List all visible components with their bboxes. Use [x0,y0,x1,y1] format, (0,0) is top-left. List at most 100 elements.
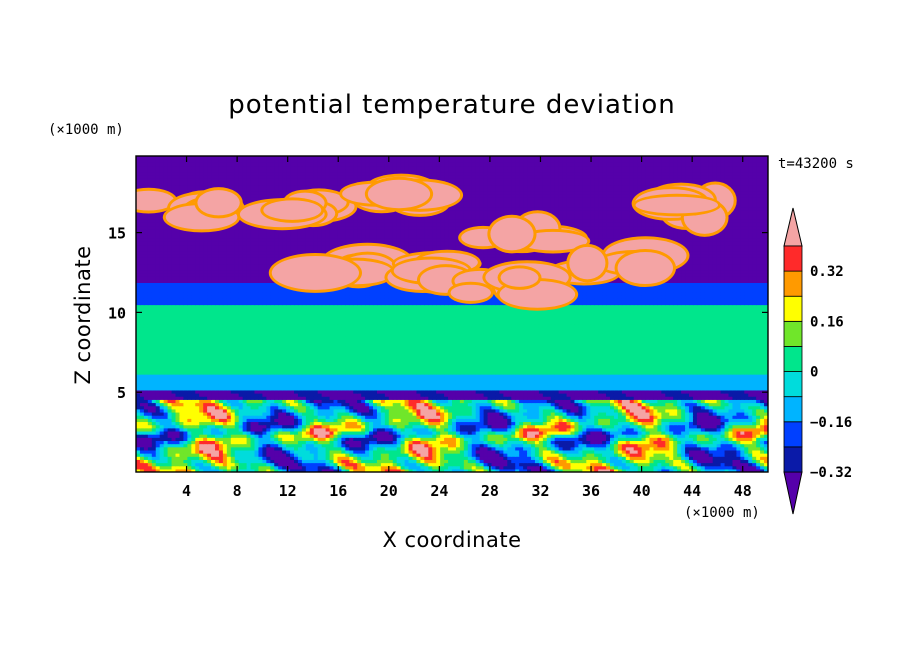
heatmap-cell [388,430,394,435]
heatmap-cell [309,377,315,381]
heatmap-cell [724,393,730,397]
heatmap-cell [503,386,508,391]
heatmap-cell [629,408,635,413]
heatmap-cell [689,446,694,451]
heatmap-cell [420,377,425,381]
heatmap-cell [297,415,303,419]
heatmap-cell [487,453,493,457]
heatmap-cell [384,434,390,438]
heatmap-cell [653,374,658,378]
heatmap-cell [408,459,414,464]
heatmap-cell [681,430,686,435]
heatmap-cell [574,427,579,432]
heatmap-cell [353,462,358,467]
heatmap-cell [436,421,441,426]
heatmap-cell [692,380,698,385]
heatmap-cell [317,415,323,419]
heatmap-cell [455,418,461,423]
heatmap-cell [404,446,410,451]
heatmap-cell [562,453,568,457]
heatmap-cell [724,456,730,460]
heatmap-cell [238,418,244,423]
heatmap-cell [297,383,303,388]
heatmap-cell [669,446,674,451]
heatmap-cell [321,424,327,429]
heatmap-cell [700,424,706,429]
heatmap-cell [211,399,216,404]
heatmap-cell [546,440,552,445]
heatmap-cell [637,434,643,438]
heatmap-cell [420,453,425,457]
heatmap-cell [143,405,149,410]
heatmap-cell [432,453,437,457]
heatmap-cell [740,402,745,407]
heatmap-cell [692,459,698,464]
heatmap-cell [657,408,662,413]
heatmap-cell [602,465,607,470]
heatmap-cell [503,393,508,397]
heatmap-cell [305,383,311,388]
heatmap-cell [649,462,655,467]
heatmap-cell [760,393,765,397]
heatmap-cell [242,446,248,451]
heatmap-cell [432,440,437,445]
heatmap-cell [317,437,323,441]
heatmap-cell [171,449,177,454]
heatmap-cell [234,393,240,397]
heatmap-cell [341,430,346,435]
heatmap-cell [349,393,354,397]
heatmap-cell [305,437,311,441]
heatmap-cell [491,389,497,394]
heatmap-cell [700,459,706,464]
heatmap-cell [645,465,651,470]
heatmap-cell [147,424,153,429]
heatmap-cell [305,377,311,381]
heatmap-cell [203,415,208,419]
heatmap-cell [452,440,457,445]
heatmap-cell [538,399,544,404]
heatmap-cell [207,434,212,438]
heatmap-cell [238,411,244,416]
heatmap-cell [566,443,572,448]
heatmap-cell [440,443,445,448]
heatmap-cell [218,402,224,407]
heatmap-cell [610,415,615,419]
heatmap-cell [139,402,145,407]
heatmap-cell [242,396,248,400]
heatmap-cell [376,374,382,378]
heatmap-cell [712,462,718,467]
heatmap-cell [404,465,410,470]
heatmap-cell [669,468,674,472]
heatmap-cell [471,453,477,457]
heatmap-cell [139,415,145,419]
heatmap-cell [499,440,504,445]
heatmap-cell [187,468,192,472]
heatmap-cell [641,465,647,470]
heatmap-cell [578,393,583,397]
heatmap-cell [495,437,500,441]
heatmap-cell [594,411,599,416]
heatmap-cell [361,405,366,410]
heatmap-cell [282,405,287,410]
heatmap-cell [538,427,544,432]
heatmap-cell [329,380,335,385]
heatmap-cell [570,462,576,467]
heatmap-cell [274,427,279,432]
heatmap-cell [305,430,311,435]
heatmap-cell [380,453,386,457]
heatmap-cell [290,440,295,445]
heatmap-cell [641,415,647,419]
heatmap-cell [294,440,299,445]
heatmap-cell [270,386,275,391]
heatmap-cell [270,424,275,429]
heatmap-cell [183,440,188,445]
heatmap-cell [365,437,370,441]
heatmap-cell [471,443,477,448]
heatmap-cell [388,446,394,451]
heatmap-cell [365,456,370,460]
heatmap-cell [716,434,722,438]
heatmap-cell [716,449,722,454]
heatmap-cell [325,421,331,426]
heatmap-cell [250,421,256,426]
heatmap-cell [582,468,587,472]
